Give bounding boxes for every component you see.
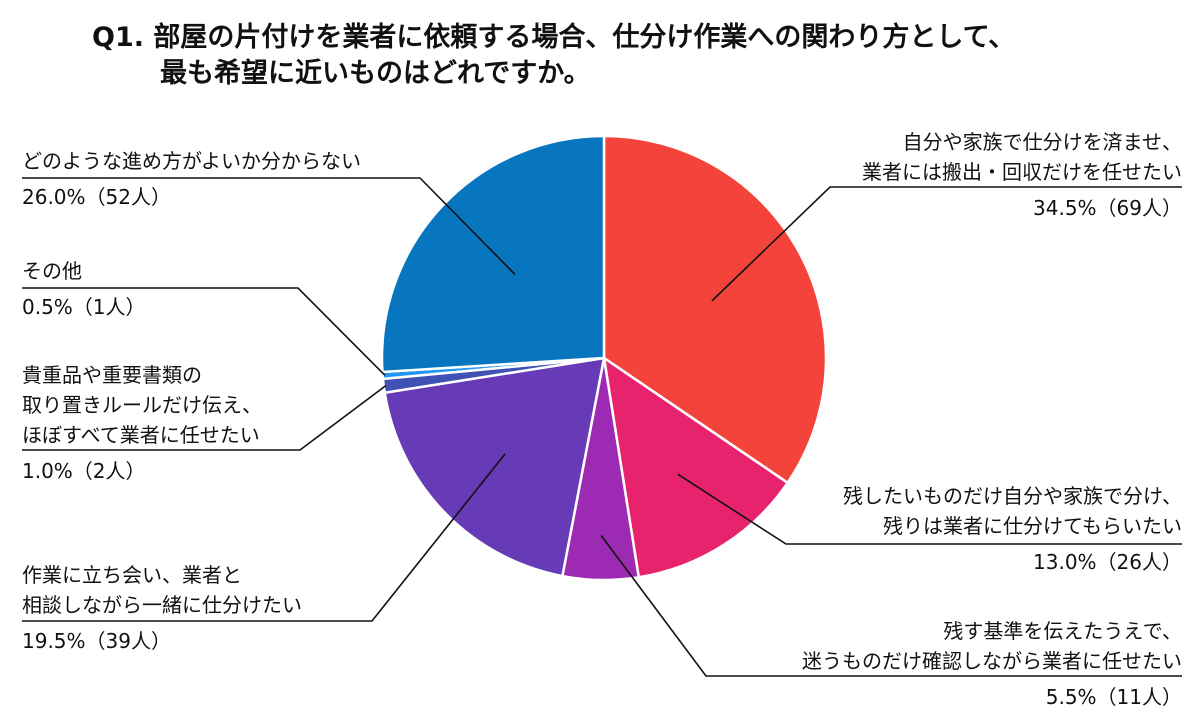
slice-value-label: 34.5%（69人）	[1033, 196, 1182, 220]
slice-category-label: 自分や家族で仕分けを済ませ、	[903, 130, 1182, 154]
slice-category-label: どのような進め方がよいか分からない	[22, 149, 361, 173]
leader-line	[22, 177, 516, 275]
slice-value-label: 19.5%（39人）	[22, 629, 171, 653]
chart-title: Q1. 部屋の片付けを業者に依頼する場合、仕分け作業への関わり方として、 最も希…	[92, 21, 1015, 89]
slice-category-label: 業者には搬出・回収だけを任せたい	[862, 160, 1182, 184]
pie-slice	[380, 134, 606, 374]
leader-line	[22, 287, 386, 376]
leader-line	[711, 186, 1182, 302]
slice-category-label: 残す基準を伝えたうえで、	[943, 619, 1182, 643]
slice-category-label: 貴重品や重要書類の	[22, 363, 202, 387]
leader-lines	[22, 177, 1182, 677]
slice-category-label: 取り置きルールだけ伝え、	[22, 393, 262, 417]
pie-slice	[602, 134, 828, 485]
slice-labels: 自分や家族で仕分けを済ませ、業者には搬出・回収だけを任せたい 34.5%（69人）…	[22, 130, 1182, 709]
slice-category-label: 作業に立ち会い、業者と	[22, 563, 242, 587]
slice-value-label: 26.0%（52人）	[22, 185, 171, 209]
slice-category-label: 迷うものだけ確認しながら業者に任せたい	[802, 649, 1182, 673]
leader-line	[22, 384, 387, 451]
pie-slices	[380, 134, 828, 582]
slice-category-label: その他	[22, 259, 82, 283]
slice-value-label: 13.0%（26人）	[1033, 550, 1182, 574]
slice-category-label: 相談しながら一緒に仕分けたい	[22, 593, 302, 617]
leader-line	[22, 453, 506, 622]
chart-title-line2: 最も希望に近いものはどれですか。	[160, 58, 591, 89]
slice-value-label: 1.0%（2人）	[22, 459, 146, 483]
slice-category-label: ほぼすべて業者に任せたい	[22, 423, 260, 447]
slice-value-label: 0.5%（1人）	[22, 295, 146, 319]
slice-value-label: 5.5%（11人）	[1046, 685, 1182, 709]
leader-line	[600, 535, 1182, 677]
pie-slice	[602, 355, 790, 579]
slice-category-label: 残りは業者に仕分けてもらいたい	[883, 514, 1182, 538]
chart-title-line1: Q1. 部屋の片付けを業者に依頼する場合、仕分け作業への関わり方として、	[92, 21, 1015, 53]
leader-line	[677, 473, 1182, 545]
slice-category-label: 残したいものだけ自分や家族で分け、	[843, 484, 1182, 508]
